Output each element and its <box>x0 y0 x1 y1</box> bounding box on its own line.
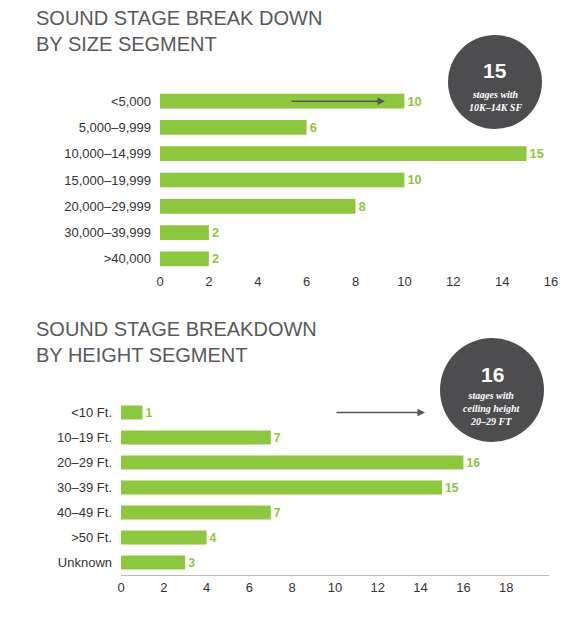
svg-text:8: 8 <box>359 199 366 214</box>
svg-text:3: 3 <box>188 556 195 570</box>
svg-text:10: 10 <box>328 580 342 595</box>
svg-text:>50 Ft.: >50 Ft. <box>71 530 112 545</box>
svg-text:4: 4 <box>254 274 261 289</box>
svg-text:SOUND STAGE BREAK DOWNBY SIZE: SOUND STAGE BREAK DOWNBY SIZE SEGMENT <box>36 7 322 55</box>
svg-text:5,000–9,999: 5,000–9,999 <box>79 120 151 135</box>
svg-text:14: 14 <box>413 580 427 595</box>
svg-text:7: 7 <box>274 431 281 445</box>
svg-text:stages with10K–14K SF: stages with10K–14K SF <box>469 89 522 113</box>
svg-text:10: 10 <box>407 172 421 187</box>
svg-text:Unknown: Unknown <box>58 555 112 570</box>
svg-text:2: 2 <box>160 580 167 595</box>
svg-text:stages withceiling height20–29: stages withceiling height20–29 FT <box>463 390 521 427</box>
svg-text:6: 6 <box>303 274 310 289</box>
svg-text:12: 12 <box>371 580 385 595</box>
svg-text:16: 16 <box>481 363 504 386</box>
svg-text:18: 18 <box>499 580 513 595</box>
svg-text:15: 15 <box>483 59 507 82</box>
svg-text:0: 0 <box>156 274 163 289</box>
svg-text:2: 2 <box>212 225 219 240</box>
svg-text:30–39 Ft.: 30–39 Ft. <box>57 480 112 495</box>
svg-text:16: 16 <box>456 580 470 595</box>
svg-text:6: 6 <box>246 580 253 595</box>
svg-text:15: 15 <box>445 481 459 495</box>
svg-text:8: 8 <box>352 274 359 289</box>
svg-text:2: 2 <box>212 251 219 266</box>
svg-text:12: 12 <box>446 274 460 289</box>
svg-text:10: 10 <box>407 94 421 109</box>
svg-text:10: 10 <box>397 274 411 289</box>
svg-text:16: 16 <box>466 456 480 470</box>
svg-text:6: 6 <box>310 120 317 135</box>
svg-text:15,000–19,999: 15,000–19,999 <box>64 173 151 188</box>
svg-text:2: 2 <box>205 274 212 289</box>
svg-text:10,000–14,999: 10,000–14,999 <box>64 146 151 161</box>
svg-text:7: 7 <box>274 506 281 520</box>
svg-text:15: 15 <box>530 146 544 161</box>
svg-text:16: 16 <box>544 274 558 289</box>
svg-text:30,000–39,999: 30,000–39,999 <box>64 225 151 240</box>
svg-text:20,000–29,999: 20,000–29,999 <box>64 199 151 214</box>
svg-text:14: 14 <box>495 274 509 289</box>
svg-text:10–19 Ft.: 10–19 Ft. <box>57 430 112 445</box>
svg-text:1: 1 <box>145 406 152 420</box>
svg-text:4: 4 <box>210 531 217 545</box>
svg-text:>40,000: >40,000 <box>104 251 151 266</box>
svg-text:<5,000: <5,000 <box>111 94 151 109</box>
svg-text:20–29 Ft.: 20–29 Ft. <box>57 455 112 470</box>
svg-text:SOUND STAGE BREAKDOWNBY HEIGHT: SOUND STAGE BREAKDOWNBY HEIGHT SEGMENT <box>36 318 317 366</box>
svg-text:0: 0 <box>117 580 124 595</box>
svg-text:40–49 Ft.: 40–49 Ft. <box>57 505 112 520</box>
svg-text:4: 4 <box>203 580 210 595</box>
svg-text:8: 8 <box>289 580 296 595</box>
svg-text:<10 Ft.: <10 Ft. <box>71 405 112 420</box>
